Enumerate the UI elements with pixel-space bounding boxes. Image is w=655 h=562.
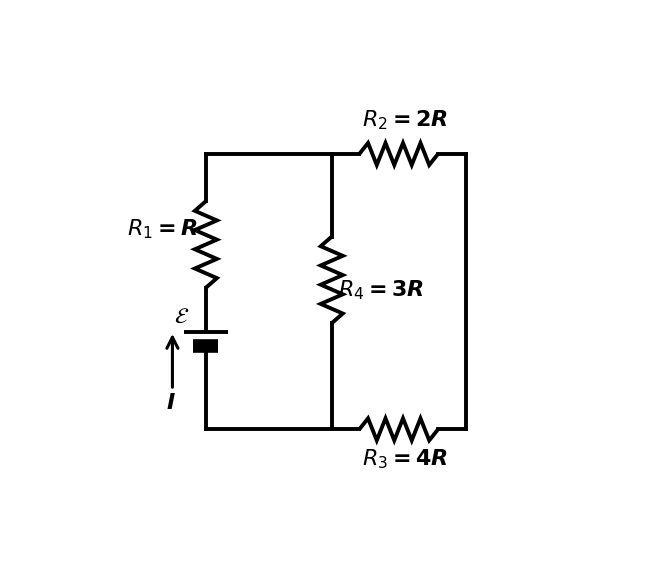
Text: $\boldsymbol{I}$: $\boldsymbol{I}$ xyxy=(166,394,176,414)
Text: $\boldsymbol{R_1 = R}$: $\boldsymbol{R_1 = R}$ xyxy=(127,217,198,241)
Text: $\boldsymbol{R_2 = 2R}$: $\boldsymbol{R_2 = 2R}$ xyxy=(362,109,447,132)
Text: $\boldsymbol{R_4 = 3R}$: $\boldsymbol{R_4 = 3R}$ xyxy=(338,278,424,301)
Text: $\boldsymbol{\mathcal{E}}$: $\boldsymbol{\mathcal{E}}$ xyxy=(174,309,189,328)
Text: $\boldsymbol{R_3 = 4R}$: $\boldsymbol{R_3 = 4R}$ xyxy=(362,447,447,470)
